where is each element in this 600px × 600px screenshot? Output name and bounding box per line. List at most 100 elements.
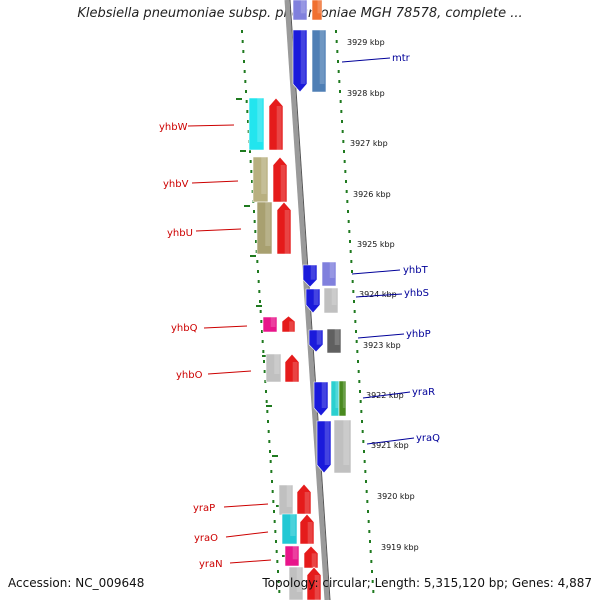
- ruler-dot: [358, 380, 361, 383]
- gene-block: [265, 353, 282, 383]
- gene-block: [292, 29, 308, 93]
- gene-block: [272, 156, 288, 203]
- gene-block: [311, 0, 323, 21]
- gene-label-yraO: yraO: [194, 533, 218, 544]
- gene-label-yhbO: yhbO: [176, 370, 203, 381]
- ruler-dot: [372, 590, 375, 593]
- ruler-dot: [357, 370, 360, 373]
- gene-shade: [292, 362, 298, 382]
- gene-label-yraP: yraP: [193, 503, 215, 514]
- ruler-dot: [272, 500, 275, 503]
- ruler-dot: [270, 470, 273, 473]
- gene-block: [248, 97, 265, 151]
- ruler-dot: [259, 310, 262, 313]
- gene-label-yhbQ: yhbQ: [171, 323, 198, 334]
- gene-block: [326, 328, 342, 354]
- gene-block: [308, 329, 324, 353]
- ruler-dot: [349, 250, 352, 253]
- ruler-dot: [365, 490, 368, 493]
- ruler-dot: [347, 220, 350, 223]
- ruler-dot: [348, 230, 351, 233]
- gene-shade: [334, 329, 340, 345]
- gene-shade: [319, 30, 325, 84]
- gene-shade: [335, 381, 339, 408]
- leader-line: [341, 57, 391, 63]
- ruler-dot: [359, 390, 361, 393]
- gene-label-yhbP: yhbP: [406, 329, 431, 340]
- gene-block: [313, 381, 329, 417]
- ruler-dot: [344, 170, 347, 173]
- leader-line: [203, 325, 248, 329]
- kbp-tick-label: 3921 kbp: [371, 441, 409, 450]
- ruler-dot: [260, 320, 263, 323]
- gene-block: [262, 316, 278, 333]
- ruler-dot: [337, 70, 340, 73]
- ruler-dot: [271, 480, 273, 483]
- ruler-dot: [247, 120, 249, 123]
- gene-block: [292, 0, 308, 21]
- ruler-dot: [352, 290, 355, 293]
- ruler-dot: [362, 440, 365, 443]
- ruler-dot: [275, 540, 277, 543]
- gene-shade: [257, 98, 263, 142]
- ruler-dot: [245, 100, 248, 103]
- ruler-dot: [343, 160, 346, 163]
- gene-block: [302, 264, 318, 288]
- gene-block: [299, 513, 315, 545]
- gene-shade: [343, 420, 350, 465]
- ruler-dash: [272, 455, 278, 457]
- kbp-tick-label: 3919 kbp: [381, 543, 419, 552]
- ruler-dot: [367, 510, 369, 513]
- gene-label-yhbT: yhbT: [403, 265, 429, 276]
- ruler-dot: [371, 580, 374, 583]
- gene-shade: [324, 421, 330, 465]
- ruler-dot: [269, 450, 271, 453]
- ruler-dot: [253, 210, 255, 213]
- ruler-dot: [338, 80, 341, 83]
- ruler-dot: [257, 270, 259, 273]
- leader-line: [366, 437, 415, 445]
- gene-shade: [296, 567, 302, 592]
- ruler-dot: [249, 160, 252, 163]
- gene-shade: [321, 382, 327, 408]
- ruler-dot: [370, 560, 373, 563]
- ruler-dot: [345, 190, 348, 193]
- ruler-dot: [242, 50, 245, 53]
- ruler-dot: [357, 360, 359, 363]
- gene-shade: [300, 0, 306, 14]
- ruler-dot: [262, 350, 265, 353]
- gene-label-yhbS: yhbS: [404, 288, 429, 299]
- ruler-dot: [241, 40, 244, 43]
- gene-block: [284, 353, 300, 383]
- ruler-dot: [349, 240, 351, 243]
- kbp-tick-label: 3928 kbp: [347, 89, 385, 98]
- gene-shade: [304, 492, 310, 514]
- ruler-dot: [253, 220, 256, 223]
- ruler-dot: [354, 320, 357, 323]
- gene-shade: [290, 514, 296, 536]
- gene-shade: [329, 262, 335, 278]
- ruler-dot: [244, 80, 247, 83]
- kbp-tick-label: 3927 kbp: [350, 139, 388, 148]
- ruler-dot: [369, 540, 371, 543]
- gene-labels: yhbW yhbV yhbU yhbQ yhbO yraP yraO yraN mtr yhbT y…: [159, 53, 440, 570]
- gene-block: [276, 201, 292, 255]
- leader-line: [207, 370, 252, 375]
- ruler-dot: [343, 150, 345, 153]
- gene-shade: [292, 546, 298, 560]
- ruler-dot: [246, 110, 249, 113]
- right-ruler-dots: [335, 30, 375, 593]
- gene-block: [281, 513, 298, 545]
- gene-shade: [261, 157, 267, 194]
- ruler-dot: [363, 460, 366, 463]
- ruler-dot: [346, 200, 349, 203]
- ruler-dot: [347, 210, 349, 213]
- leader-line: [362, 391, 411, 399]
- ruler-dot: [247, 130, 250, 133]
- ruler-dot: [259, 300, 261, 303]
- kbp-ticks: 3929 kbp 3928 kbp 3927 kbp 3926 kbp 3925 kbp…: [347, 38, 419, 552]
- ruler-dot: [265, 400, 268, 403]
- gene-shade: [274, 354, 280, 374]
- ruler-dot: [258, 290, 261, 293]
